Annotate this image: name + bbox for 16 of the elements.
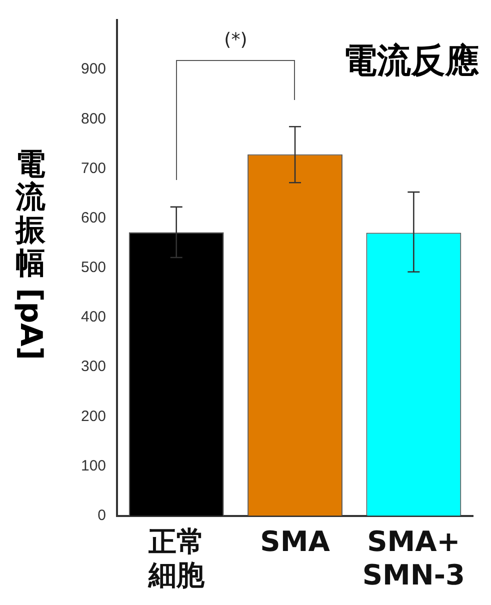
text: 電流反應 [343, 40, 479, 83]
y-tick-label: 0 [98, 506, 106, 524]
y-tick-label: 700 [80, 160, 106, 177]
x-tick-label: SMA+ SMN-3 [362, 524, 465, 592]
y-axis-title: 電流振幅 [pA] [13, 147, 48, 360]
x-tick-label: 正常細胞 [147, 524, 206, 592]
x-tick-label: SMA [260, 524, 330, 558]
y-tick-label: 600 [80, 209, 106, 226]
y-tick-label: 300 [80, 358, 106, 376]
annotation: (*) [224, 30, 248, 51]
y-tick-label: 900 [80, 60, 106, 78]
y-tick-label: 500 [80, 259, 106, 276]
y-tick-label: 200 [80, 408, 106, 425]
y-tick-label: 100 [80, 457, 106, 474]
y-tick-label: 800 [80, 110, 106, 128]
y-tick-label: 400 [80, 308, 106, 326]
